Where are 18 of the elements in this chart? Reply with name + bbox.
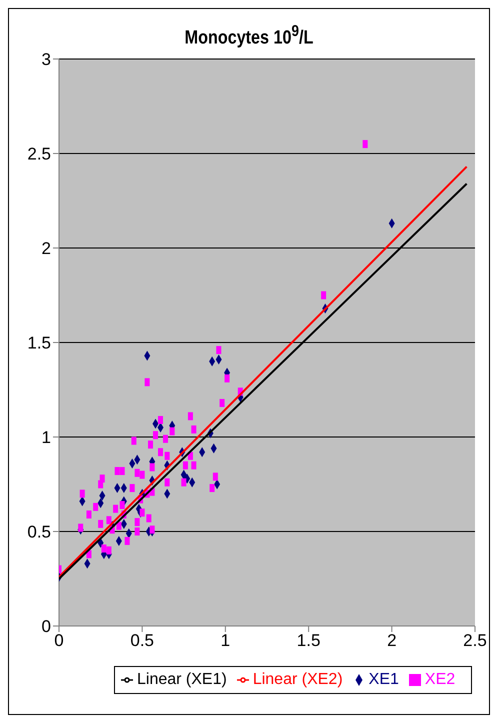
y-tick-label: 1 <box>42 428 51 448</box>
x-tick-label: 2 <box>387 631 397 650</box>
legend-label: XE2 <box>424 671 456 688</box>
x-tick-label: 1 <box>220 631 230 650</box>
y-tick-label: 0.5 <box>27 522 51 542</box>
y-tick-label: 1.5 <box>27 334 51 353</box>
y-tick-label: 3 <box>42 50 51 70</box>
y-tick-label: 2 <box>42 239 51 258</box>
x-tick-label: 1.5 <box>296 631 320 650</box>
x-tick-label: 2.5 <box>463 631 487 650</box>
y-tick-label: 0 <box>42 617 51 636</box>
x-tick-label: 0 <box>54 631 64 650</box>
legend-label: XE1 <box>368 671 399 688</box>
legend-label: Linear (XE2) <box>252 671 343 688</box>
x-tick-label: 0.5 <box>130 631 154 650</box>
chart-title: Monocytes 10$^{9}$/L <box>184 23 314 50</box>
y-tick-label: 2.5 <box>27 144 51 164</box>
legend-label: Linear (XE1) <box>137 671 227 688</box>
